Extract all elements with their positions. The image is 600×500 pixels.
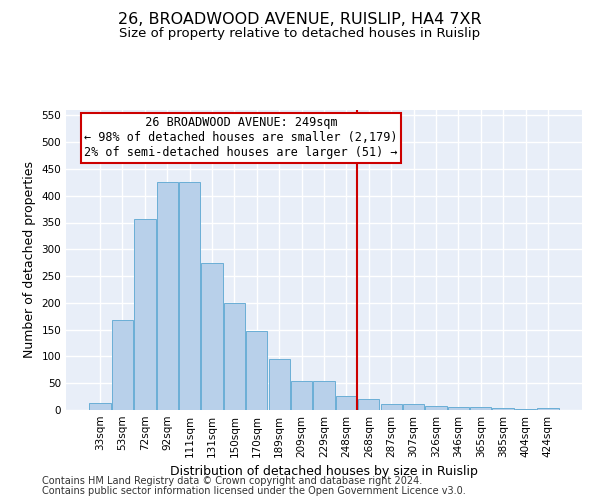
Text: Contains HM Land Registry data © Crown copyright and database right 2024.: Contains HM Land Registry data © Crown c…	[42, 476, 422, 486]
Bar	[313, 380, 335, 410]
Bar	[291, 380, 312, 410]
Bar	[89, 403, 111, 410]
Bar	[224, 303, 245, 410]
Bar	[380, 404, 402, 410]
Bar	[448, 408, 469, 410]
Bar	[336, 396, 357, 410]
Bar	[470, 408, 491, 410]
Bar	[112, 320, 133, 410]
Text: 26, BROADWOOD AVENUE, RUISLIP, HA4 7XR: 26, BROADWOOD AVENUE, RUISLIP, HA4 7XR	[118, 12, 482, 28]
Bar	[537, 408, 559, 410]
Bar	[134, 219, 155, 410]
Bar	[246, 330, 268, 410]
Bar	[179, 182, 200, 410]
Bar	[425, 406, 446, 410]
Text: Contains public sector information licensed under the Open Government Licence v3: Contains public sector information licen…	[42, 486, 466, 496]
Bar	[358, 400, 379, 410]
Bar	[269, 359, 290, 410]
Bar	[202, 262, 223, 410]
Bar	[157, 182, 178, 410]
Text: Size of property relative to detached houses in Ruislip: Size of property relative to detached ho…	[119, 28, 481, 40]
X-axis label: Distribution of detached houses by size in Ruislip: Distribution of detached houses by size …	[170, 466, 478, 478]
Bar	[493, 408, 514, 410]
Bar	[403, 404, 424, 410]
Text: 26 BROADWOOD AVENUE: 249sqm  
← 98% of detached houses are smaller (2,179)
2% of: 26 BROADWOOD AVENUE: 249sqm ← 98% of det…	[85, 116, 398, 160]
Y-axis label: Number of detached properties: Number of detached properties	[23, 162, 36, 358]
